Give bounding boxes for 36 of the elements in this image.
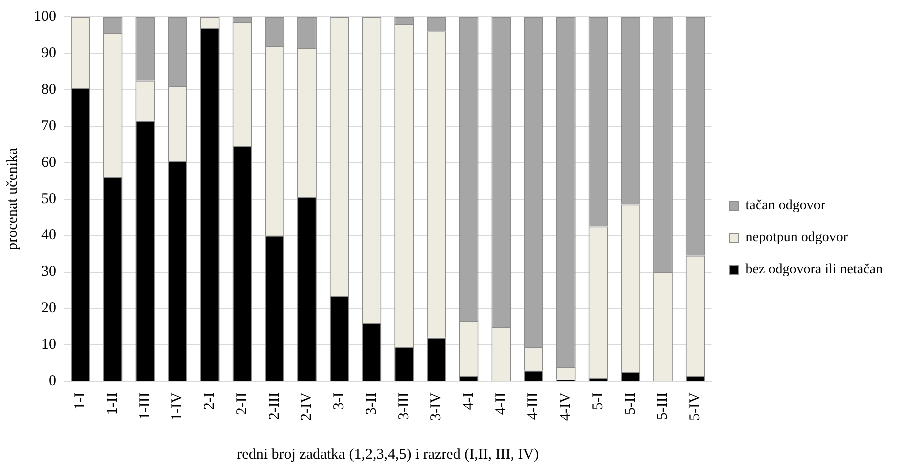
x-tick-label: 1-III [137,392,154,420]
x-tick-label: 5-I [590,392,606,410]
x-tick-label: 2-III [266,392,283,420]
legend-label: nepotpun odgovor [746,230,848,246]
x-tick-label: 1-II [104,392,121,416]
x-tick-label: 2-I [202,392,218,410]
y-tick-label: 50 [42,191,56,208]
y-tick-label: 100 [34,8,56,25]
y-tick-label: 0 [49,374,56,390]
y-tick-label: 10 [42,337,56,354]
x-tick-label: 1-I [72,392,89,410]
y-tick-label: 40 [42,228,56,244]
x-tick-label: 3-II [364,392,380,416]
y-tick-label: 20 [42,300,56,317]
y-tick-label: 80 [42,82,56,98]
x-tick-label: 4-II [493,392,510,416]
legend-label: bez odgovora ili netačan [746,262,883,278]
x-tick-label: 3-I [332,392,348,410]
x-tick-label: 3-IV [428,392,445,422]
x-tick-label: 2-II [234,392,250,416]
x-tick-label: 4-IV [558,392,574,422]
y-tick-label: 60 [42,154,56,171]
legend-label: tačan odgovor [746,198,826,214]
y-tick-label: 30 [42,264,56,280]
x-tick-label: 1-IV [170,392,186,422]
x-tick-label: 5-IV [688,392,704,422]
x-tick-label: 2-IV [299,392,316,422]
x-tick-label: 5-II [622,392,639,416]
x-tick-label: 3-III [396,392,412,420]
x-axis-title: redni broj zadatka (1,2,3,4,5) i razred (I,II, III, IV) [237,446,540,463]
y-tick-label: 90 [42,45,56,62]
x-tick-label: 5-III [655,392,672,420]
y-tick-label: 70 [42,118,56,134]
x-tick-label: 4-I [460,392,477,410]
y-axis-title: procenat učenika [4,148,21,250]
x-tick-label: 4-III [526,392,542,420]
